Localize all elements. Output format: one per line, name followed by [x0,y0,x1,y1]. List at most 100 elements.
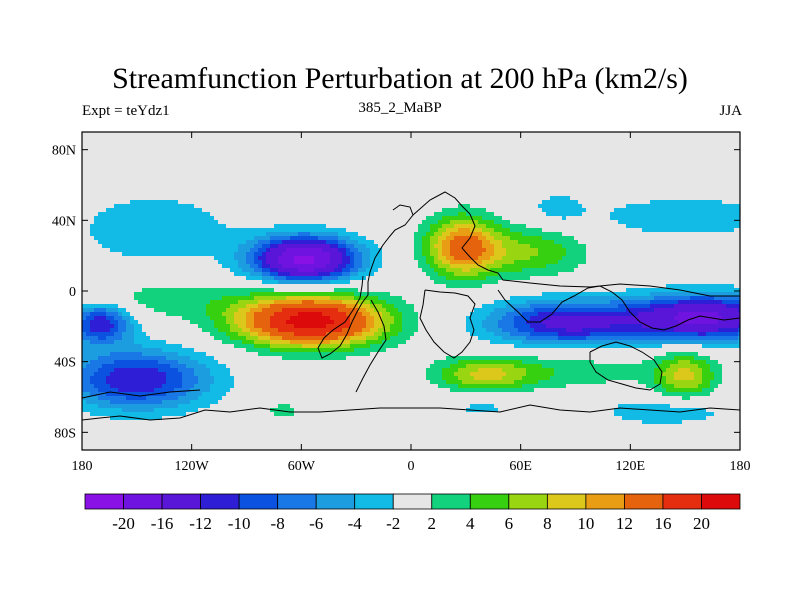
field-cell [306,136,311,141]
field-cell [306,144,311,149]
field-cell [678,140,683,145]
field-cell [294,144,299,149]
field-cell [186,212,191,217]
field-cell [554,244,559,249]
field-cell [486,184,491,189]
field-cell [450,216,455,221]
field-cell [414,228,419,233]
field-cell [394,208,399,213]
field-cell [478,164,483,169]
field-cell [646,156,651,161]
field-cell [106,232,111,237]
field-cell [194,220,199,225]
field-cell [542,204,547,209]
field-cell [490,240,495,245]
field-cell [458,240,463,245]
field-cell [590,224,595,229]
field-cell [202,180,207,185]
field-cell [374,184,379,189]
field-cell [346,192,351,197]
field-cell [618,156,623,161]
field-cell [670,136,675,141]
field-cell [586,232,591,237]
field-cell [98,212,103,217]
field-cell [570,160,575,165]
field-cell [618,212,623,217]
field-cell [674,232,679,237]
experiment-label: Expt = teYdz1 [82,103,170,119]
field-cell [242,232,247,237]
field-cell [166,188,171,193]
field-cell [386,156,391,161]
field-cell [322,244,327,249]
field-cell [98,176,103,181]
field-cell [710,148,715,153]
field-cell [622,208,627,213]
field-cell [346,156,351,161]
field-cell [538,144,543,149]
field-cell [126,184,131,189]
field-cell [410,216,415,221]
field-cell [114,204,119,209]
field-cell [482,192,487,197]
field-cell [634,160,639,165]
field-cell [526,208,531,213]
field-cell [110,236,115,241]
field-cell [302,192,307,197]
field-cell [578,224,583,229]
field-cell [450,200,455,205]
field-cell [550,204,555,209]
field-cell [550,248,555,253]
field-cell [358,216,363,221]
field-cell [314,156,319,161]
field-cell [354,180,359,185]
field-cell [702,144,707,149]
field-cell [238,164,243,169]
field-cell [118,160,123,165]
field-cell [590,144,595,149]
field-cell [334,136,339,141]
field-cell [390,172,395,177]
field-cell [194,252,199,257]
field-cell [682,140,687,145]
field-cell [470,140,475,145]
field-cell [258,196,263,201]
field-cell [386,208,391,213]
field-cell [514,172,519,177]
field-cell [194,132,199,137]
field-cell [238,220,243,225]
field-cell [182,200,187,205]
field-cell [694,236,699,241]
field-cell [298,184,303,189]
field-cell [622,212,627,217]
field-cell [678,228,683,233]
field-cell [358,240,363,245]
field-cell [426,220,431,225]
field-cell [98,228,103,233]
field-cell [254,212,259,217]
field-cell [454,168,459,173]
field-cell [174,144,179,149]
field-cell [722,168,727,173]
field-cell [410,164,415,169]
field-cell [582,140,587,145]
field-cell [518,244,523,249]
field-cell [586,148,591,153]
field-cell [618,140,623,145]
field-cell [310,224,315,229]
field-cell [418,140,423,145]
field-cell [366,244,371,249]
field-cell [90,216,95,221]
field-cell [562,144,567,149]
field-cell [414,132,419,137]
field-cell [566,204,571,209]
field-cell [618,164,623,169]
field-cell [578,164,583,169]
field-cell [366,220,371,225]
field-cell [534,240,539,245]
field-cell [722,148,727,153]
field-cell [442,196,447,201]
field-cell [662,144,667,149]
field-cell [182,192,187,197]
field-cell [534,208,539,213]
